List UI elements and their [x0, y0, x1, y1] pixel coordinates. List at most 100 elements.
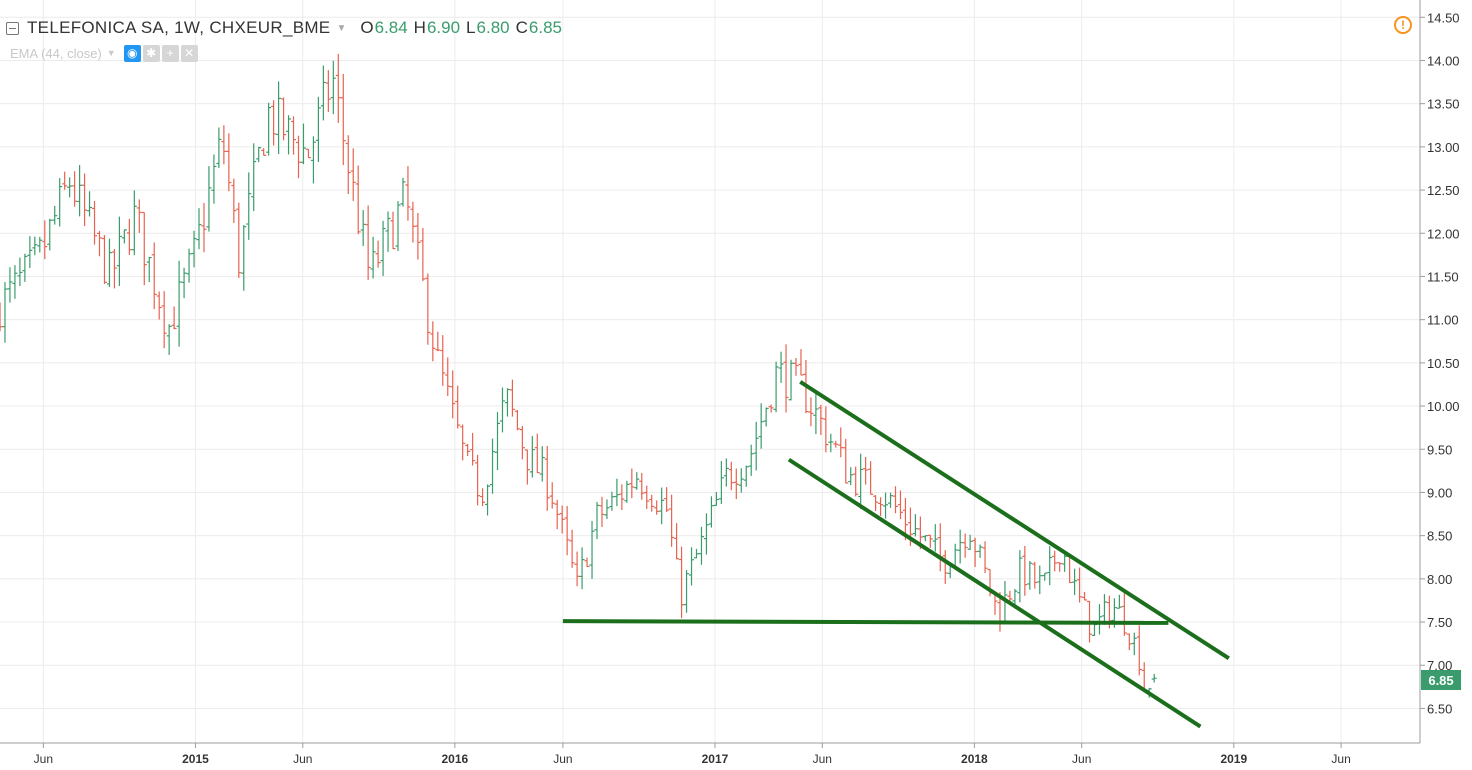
ohlc-bar	[266, 102, 272, 156]
ohlc-bar	[718, 461, 724, 505]
ohlc-bar	[639, 472, 645, 500]
gear-icon[interactable]: ✱	[142, 44, 160, 62]
ohlc-bar	[57, 178, 63, 227]
ohlc-bar	[201, 202, 207, 253]
ohlc-bar	[863, 456, 869, 485]
price-axis[interactable]: 6.50 7.00 7.50 8.00 8.50 9.00 9.50 10.00 10.50 11…	[1420, 10, 1460, 716]
ohlc-bar	[793, 357, 799, 376]
ohlc-bar	[67, 177, 73, 198]
symbol-title[interactable]: TELEFONICA SA, 1W, CHXEUR_BME	[27, 18, 331, 37]
plus-icon[interactable]: +	[161, 44, 179, 62]
ohlc-bar	[1027, 560, 1033, 590]
ohlc-bar	[191, 230, 197, 268]
price-tick-label: 6.50	[1427, 701, 1452, 716]
ohlc-bar	[320, 65, 326, 121]
ohlc-bars	[0, 53, 1157, 698]
ohlc-bar	[1151, 673, 1157, 683]
indicator-legend[interactable]: EMA (44, close) ▼ ◉ ✱ + ✕	[10, 44, 200, 62]
ohlc-bar	[932, 524, 938, 552]
ohlc-bar	[529, 436, 535, 478]
close-icon[interactable]: ✕	[180, 44, 198, 62]
ohlc-bar	[888, 492, 894, 508]
price-tick-label: 12.50	[1427, 183, 1460, 198]
ohlc-bar	[17, 257, 23, 287]
time-tick-label: Jun	[34, 752, 53, 766]
ohlc-bar	[957, 529, 963, 564]
channel-lower-line[interactable]	[787, 457, 1202, 729]
collapse-icon[interactable]	[6, 21, 19, 35]
ohlc-bar	[106, 238, 112, 288]
ohlc-bar	[723, 458, 729, 487]
alert-icon[interactable]: !	[1394, 16, 1412, 34]
ohlc-bar	[300, 123, 306, 165]
ohlc-bar	[251, 143, 257, 212]
symbol-legend[interactable]: TELEFONICA SA, 1W, CHXEUR_BME ▼ O6.84 H6…	[6, 17, 568, 39]
price-tick-label: 14.00	[1427, 53, 1460, 68]
time-tick-label: 2018	[961, 752, 988, 766]
ohlc-bar	[504, 388, 510, 417]
ohlc-bar	[579, 547, 585, 590]
ohlc-bar	[962, 533, 968, 558]
ohlc-bar	[490, 438, 496, 494]
ohlc-bar	[211, 154, 217, 204]
ohlc-bar	[121, 229, 127, 244]
indicator-label[interactable]: EMA (44, close)	[10, 45, 102, 61]
ohlc-bar	[539, 446, 545, 482]
ohlc-bar	[161, 291, 167, 349]
ohlc-bar	[246, 172, 252, 240]
time-tick-label: 2019	[1220, 752, 1247, 766]
ohlc-bar	[813, 391, 819, 435]
ohlc-bar	[151, 242, 157, 310]
ohlc-bar	[514, 410, 520, 431]
ohlc-bar	[330, 60, 336, 115]
ohlc-bar	[833, 440, 839, 448]
ohlc-bar	[808, 397, 814, 427]
ohlc-bar	[1116, 594, 1122, 609]
ohlc-bar	[689, 547, 695, 586]
eye-icon[interactable]: ◉	[123, 44, 141, 62]
ohlc-bar	[52, 205, 58, 225]
ohlc-bar	[549, 482, 555, 509]
time-tick-label: Jun	[553, 752, 572, 766]
indicator-caret-icon[interactable]: ▼	[106, 48, 116, 58]
ohlc-bar	[544, 445, 550, 511]
ohlc-bar	[1077, 567, 1083, 603]
ohlc-bar	[345, 135, 351, 194]
price-tick-label: 12.00	[1427, 226, 1460, 241]
ohlc-bar	[231, 178, 237, 224]
ohlc-bar	[82, 173, 88, 227]
ohlc-bar	[241, 224, 247, 291]
ohlc-bar	[221, 125, 227, 165]
ohlc-bar	[1062, 553, 1068, 572]
ohlc-bar	[982, 541, 988, 573]
ohlc-bar	[708, 496, 714, 528]
ohlc-bar	[1131, 632, 1137, 656]
trendline-drawings[interactable]	[562, 380, 1230, 729]
ohlc-bar	[385, 211, 391, 252]
ohlc-bar	[146, 256, 152, 282]
ohlc-bar	[554, 499, 560, 530]
ohlc-bar	[72, 171, 78, 207]
ohlc-bar	[430, 321, 436, 362]
ohlc-bar	[753, 421, 759, 471]
ohlc-bar	[340, 73, 346, 166]
ohlc-bar	[276, 81, 282, 154]
last-price-value: 6.85	[1428, 673, 1453, 688]
ohlc-bar	[977, 544, 983, 558]
ohlc-bar	[475, 454, 481, 506]
channel-upper-line[interactable]	[799, 380, 1230, 661]
dropdown-caret-icon[interactable]: ▼	[336, 22, 347, 34]
ohlc-bar	[136, 199, 142, 233]
ohlc-bar	[400, 177, 406, 207]
ohlc-bar	[679, 546, 685, 619]
ohlc-bar	[141, 211, 147, 286]
last-price-badge	[1421, 670, 1461, 690]
ohlc-bar	[883, 492, 889, 519]
ohlc-bar	[569, 529, 575, 568]
ohlc-bar	[942, 550, 948, 584]
time-axis[interactable]: Jun 2015 Jun 2016 Jun 2017 Jun 2018 Jun 2019 Jun	[34, 743, 1351, 766]
ohlc-bar	[390, 211, 396, 250]
support-line[interactable]	[562, 619, 1169, 625]
ohlc-bar	[485, 484, 491, 516]
